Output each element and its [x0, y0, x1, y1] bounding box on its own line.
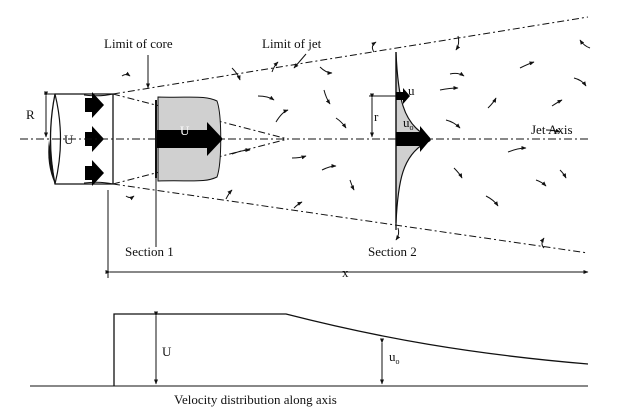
- core-velocity-label: U: [180, 123, 190, 138]
- plot-caption: Velocity distribution along axis: [174, 392, 337, 407]
- section-2-label: Section 2: [368, 244, 417, 259]
- local-velocity-label: u: [408, 83, 415, 98]
- radial-position-dimension: [369, 93, 396, 138]
- jet-axis-label: Jet Axis: [531, 122, 573, 137]
- plot-centerline-velocity-label: uo: [389, 349, 400, 366]
- axial-velocity-plot: [30, 311, 589, 387]
- nozzle-velocity-label: U: [64, 132, 74, 147]
- section-2-profile: [395, 51, 431, 230]
- plot-core-velocity-label: U: [162, 344, 172, 359]
- radius-dimension: [44, 91, 58, 138]
- section-1-label: Section 1: [125, 244, 174, 259]
- radius-label: R: [26, 107, 35, 122]
- limit-of-jet-label: Limit of jet: [262, 36, 322, 51]
- limit-of-core-label: Limit of core: [104, 36, 173, 51]
- centerline-velocity-label: uo: [403, 115, 414, 132]
- jet-limit-leader: [293, 53, 307, 69]
- radial-position-label: r: [374, 109, 379, 124]
- axial-distance-label: x: [342, 265, 349, 280]
- nozzle-velocity-arrows: [85, 92, 104, 186]
- jet-limit-lines: [112, 16, 589, 254]
- nozzle: [48, 93, 114, 185]
- axial-distance-dimension: [105, 190, 589, 278]
- section-1-profile: [155, 96, 223, 247]
- eddy-arrows: [121, 35, 591, 249]
